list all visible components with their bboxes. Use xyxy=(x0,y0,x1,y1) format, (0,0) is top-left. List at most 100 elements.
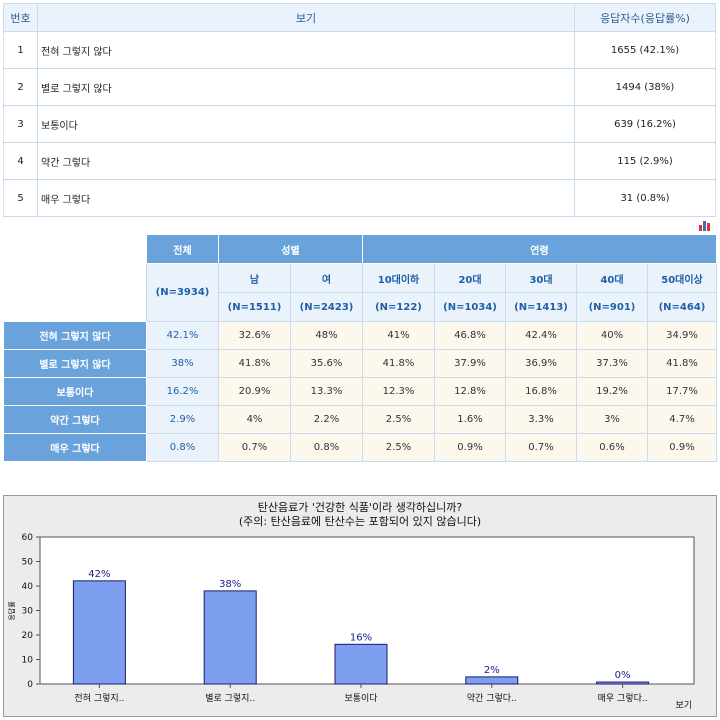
cross-cell: 3% xyxy=(576,405,648,434)
row-value: 1655 (42.1%) xyxy=(574,31,716,69)
cross-cell: 13.3% xyxy=(290,377,363,406)
cross-row: 매우 그렇다 0.8% 0.7% 0.8% 2.5% 0.9% 0.7% 0.6% 0.9% xyxy=(3,433,717,462)
cross-cell: 35.6% xyxy=(290,349,363,378)
cross-cell-total: 2.9% xyxy=(146,405,219,434)
x-tick-label: 별로 그렇지.. xyxy=(205,693,255,704)
cross-cell: 37.3% xyxy=(576,349,648,378)
cross-cell-total: 42.1% xyxy=(146,321,219,350)
cross-cell: 36.9% xyxy=(505,349,577,378)
total-n: (N=3934) xyxy=(146,263,219,322)
cross-cell: 32.6% xyxy=(218,321,291,350)
row-number: 2 xyxy=(3,68,38,106)
x-tick-label: 보통이다 xyxy=(344,693,378,704)
cross-cell: 16.8% xyxy=(505,377,577,406)
bar-chart: 탄산음료가 '건강한 식품'이라 생각하십니까?(주의: 탄산음료에 탄산수는 … xyxy=(7,500,695,711)
cross-cell: 41.8% xyxy=(218,349,291,378)
bar-data-label: 16% xyxy=(350,632,372,643)
row-label: 전혀 그렇지 않다 xyxy=(37,31,575,69)
row-value: 115 (2.9%) xyxy=(574,142,716,180)
col-label-30s: 30대 xyxy=(505,263,577,293)
corner-blank-2 xyxy=(3,292,147,322)
row-label: 매우 그렇다 xyxy=(37,179,575,217)
cross-cell: 0.7% xyxy=(505,433,577,462)
x-tick-label: 약간 그렇다.. xyxy=(467,692,517,704)
col-label-50s: 50대이상 xyxy=(647,263,717,293)
cross-cell: 0.7% xyxy=(218,433,291,462)
corner-blank xyxy=(3,234,147,293)
row-number: 4 xyxy=(3,142,38,180)
cross-cell: 2.2% xyxy=(290,405,363,434)
chart-subtitle: (주의: 탄산음료에 탄산수는 포함되어 있지 않습니다) xyxy=(239,515,481,528)
y-tick-label: 50 xyxy=(22,558,34,568)
bar-data-label: 2% xyxy=(484,665,500,676)
y-tick-label: 20 xyxy=(22,631,34,641)
cross-cell: 12.3% xyxy=(362,377,435,406)
cross-cell: 17.7% xyxy=(647,377,717,406)
cross-cell: 48% xyxy=(290,321,363,350)
row-label: 보통이다 xyxy=(37,105,575,143)
header-gender: 성별 xyxy=(218,234,363,264)
cross-row-label: 별로 그렇지 않다 xyxy=(3,349,147,378)
header-item: 보기 xyxy=(37,3,575,32)
header-age: 연령 xyxy=(362,234,717,264)
cross-cell-total: 38% xyxy=(146,349,219,378)
row-value: 639 (16.2%) xyxy=(574,105,716,143)
cross-cell: 19.2% xyxy=(576,377,648,406)
cross-cell: 42.4% xyxy=(505,321,577,350)
cross-row: 전혀 그렇지 않다 42.1% 32.6% 48% 41% 46.8% 42.4% 40% 34… xyxy=(3,321,717,350)
x-tick-label: 전혀 그렇지.. xyxy=(74,693,124,704)
bar-chart-panel: 탄산음료가 '건강한 식품'이라 생각하십니까? (주의: 탄산음료에 탄산수는 … xyxy=(3,495,717,717)
cross-cell: 20.9% xyxy=(218,377,291,406)
cross-row-label: 전혀 그렇지 않다 xyxy=(3,321,147,350)
cross-row-label: 보통이다 xyxy=(3,377,147,406)
cross-cell: 0.9% xyxy=(434,433,506,462)
bar-chart-icon[interactable] xyxy=(698,219,712,231)
summary-row: 1 전혀 그렇지 않다 1655 (42.1%) xyxy=(3,31,716,69)
bar xyxy=(203,590,257,685)
cross-cell-total: 16.2% xyxy=(146,377,219,406)
summary-table: 번호 보기 응답자수(응답률%) 1 전혀 그렇지 않다 1655 (42.1%) 2… xyxy=(3,3,716,217)
row-value: 31 (0.8%) xyxy=(574,179,716,217)
cross-cell: 2.5% xyxy=(362,433,435,462)
n-50s: (N=464) xyxy=(647,292,717,322)
cross-cell: 34.9% xyxy=(647,321,717,350)
cross-row: 약간 그렇다 2.9% 4% 2.2% 2.5% 1.6% 3.3% 3% 4.7% xyxy=(3,405,717,434)
summary-row: 2 별로 그렇지 않다 1494 (38%) xyxy=(3,68,716,106)
cross-cell: 40% xyxy=(576,321,648,350)
cross-cell: 37.9% xyxy=(434,349,506,378)
row-label: 별로 그렇지 않다 xyxy=(37,68,575,106)
bar-data-label: 42% xyxy=(88,569,110,580)
y-tick-label: 40 xyxy=(22,582,34,592)
n-40s: (N=901) xyxy=(576,292,648,322)
row-number: 3 xyxy=(3,105,38,143)
cross-cell: 0.9% xyxy=(647,433,717,462)
cross-sub-header-row: (N=3934) 남 여 10대이하 20대 30대 40대 50대이상 xyxy=(4,263,717,322)
cross-cell: 0.6% xyxy=(576,433,648,462)
cross-table: 전체 성별 연령 (N=3934) 남 여 10대이하 20대 30대 40대 … xyxy=(3,234,717,462)
cross-cell: 41% xyxy=(362,321,435,350)
n-male: (N=1511) xyxy=(218,292,291,322)
cross-row-label: 약간 그렇다 xyxy=(3,405,147,434)
y-tick-label: 60 xyxy=(22,533,34,543)
cross-cell: 46.8% xyxy=(434,321,506,350)
col-label-female: 여 xyxy=(290,263,363,293)
col-label-40s: 40대 xyxy=(576,263,648,293)
cross-cell: 2.5% xyxy=(362,405,435,434)
cross-cell: 4% xyxy=(218,405,291,434)
cross-cell: 4.7% xyxy=(647,405,717,434)
y-tick-label: 0 xyxy=(27,680,33,690)
y-tick-label: 30 xyxy=(22,607,34,617)
cross-cell: 41.8% xyxy=(647,349,717,378)
header-no: 번호 xyxy=(3,3,38,32)
col-label-male: 남 xyxy=(218,263,291,293)
summary-row: 5 매우 그렇다 31 (0.8%) xyxy=(3,179,716,217)
chart-title: 탄산음료가 '건강한 식품'이라 생각하십니까? xyxy=(258,500,463,514)
n-20s: (N=1034) xyxy=(434,292,506,322)
y-axis-label: 응답률 xyxy=(7,601,16,621)
cross-cell: 1.6% xyxy=(434,405,506,434)
bar xyxy=(334,643,388,685)
header-responses: 응답자수(응답률%) xyxy=(574,3,716,32)
cross-row: 보통이다 16.2% 20.9% 13.3% 12.3% 12.8% 16.8% 19.2% 1… xyxy=(3,377,717,406)
row-value: 1494 (38%) xyxy=(574,68,716,106)
bar-data-label: 38% xyxy=(219,579,241,590)
